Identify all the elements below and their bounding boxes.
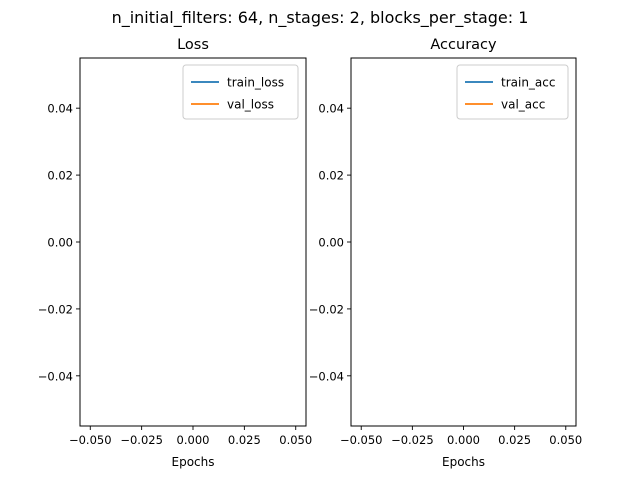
legend: train_loss val_loss <box>182 64 299 120</box>
x-tick-label: 0.025 <box>228 433 261 447</box>
legend-box <box>456 64 569 120</box>
subplot-2: Accuracy −0.050 −0.025 0.000 0.025 0.050 0.04 0… <box>309 37 582 469</box>
legend-label: val_loss <box>227 98 274 112</box>
x-tick-label: 0.025 <box>498 433 531 447</box>
legend-label: train_loss <box>227 76 284 90</box>
y-tick-label: 0.04 <box>318 102 344 116</box>
y-tick-label: 0.00 <box>318 236 344 250</box>
y-tick-label: 0.00 <box>47 236 73 250</box>
x-tick-label: −0.050 <box>340 433 383 447</box>
y-tick-label: 0.02 <box>318 169 344 183</box>
y-tick-label: −0.02 <box>38 302 73 316</box>
subplots: Loss −0.050 −0.025 0.000 0.025 0.050 0.04 0.02 0… <box>38 37 582 469</box>
figure-suptitle: n_initial_filters: 64, n_stages: 2, bloc… <box>112 8 529 28</box>
legend: train_acc val_acc <box>456 64 569 120</box>
x-tick-label: −0.025 <box>120 433 163 447</box>
x-tick-label: −0.050 <box>69 433 112 447</box>
x-tick-label: −0.025 <box>391 433 434 447</box>
x-tick-label: 0.000 <box>447 433 480 447</box>
axes-title: Accuracy <box>430 37 497 53</box>
y-tick-label: 0.04 <box>47 102 73 116</box>
x-axis-label: Epochs <box>442 455 485 469</box>
y-tick-label: −0.02 <box>309 302 344 316</box>
x-axis-label: Epochs <box>172 455 215 469</box>
legend-label: train_acc <box>501 76 555 90</box>
legend-box <box>182 64 299 120</box>
x-tick-label: 0.050 <box>279 433 312 447</box>
subplot-1: Loss −0.050 −0.025 0.000 0.025 0.050 0.04 0.02 0… <box>38 37 312 469</box>
y-tick-label: −0.04 <box>38 369 73 383</box>
x-tick-label: 0.050 <box>549 433 582 447</box>
y-tick-label: 0.02 <box>47 169 73 183</box>
legend-label: val_acc <box>501 98 545 112</box>
axes-title: Loss <box>177 37 209 53</box>
x-tick-label: 0.000 <box>177 433 210 447</box>
y-tick-label: −0.04 <box>309 369 344 383</box>
